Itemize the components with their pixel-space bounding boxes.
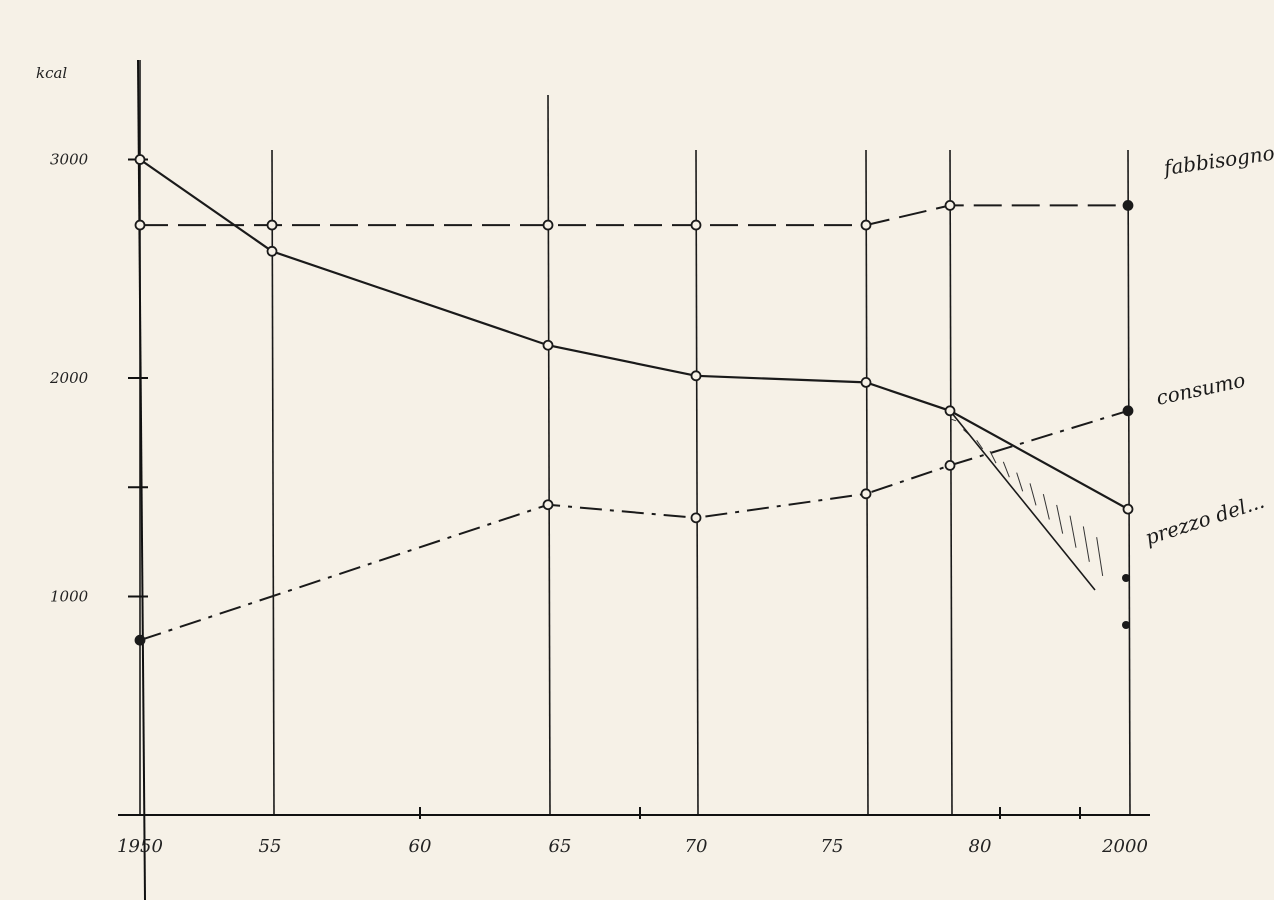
vertical-grid-line xyxy=(695,149,699,816)
y-axis-label: kcal xyxy=(36,64,67,82)
vertical-grid-line xyxy=(271,149,275,816)
series-line-disponibilità xyxy=(139,158,1129,511)
data-point-disponibilità xyxy=(266,245,278,257)
series-annotation: consumo xyxy=(1154,368,1247,410)
y-tick-label: 3000 xyxy=(50,151,89,169)
data-point-consumo xyxy=(134,634,146,646)
axes xyxy=(118,59,1150,900)
vertical-grid-line xyxy=(547,94,551,816)
series-points xyxy=(134,154,1134,646)
hatch-stroke xyxy=(1056,504,1064,534)
data-point-fabbisogno xyxy=(1122,200,1134,211)
hatch-stroke xyxy=(976,440,984,450)
vertical-grid-line xyxy=(865,149,869,816)
y-tick-label: 1000 xyxy=(50,588,89,606)
x-tick-label: 80 xyxy=(969,836,992,857)
x-tick-label: 60 xyxy=(409,836,432,857)
data-point-disponibilità xyxy=(1122,503,1134,515)
series-line-fabbisogno xyxy=(140,204,1128,227)
data-point-fabbisogno xyxy=(542,219,554,231)
hatch-stroke xyxy=(949,418,957,422)
hatch-stroke xyxy=(1016,472,1024,492)
data-point-disponibilità xyxy=(134,154,146,165)
series-lines xyxy=(139,158,1129,642)
x-tick-label: 55 xyxy=(259,836,282,857)
vertical-grid-line xyxy=(1127,149,1131,816)
data-point-end xyxy=(1122,621,1130,629)
data-point-consumo xyxy=(690,512,702,524)
data-point-disponibilità xyxy=(690,370,702,382)
data-point-fabbisogno xyxy=(944,200,956,211)
hatch-stroke xyxy=(1029,483,1037,506)
data-point-fabbisogno xyxy=(266,219,278,231)
x-tick-label: 2000 xyxy=(1101,836,1148,857)
data-point-consumo xyxy=(1122,405,1134,417)
series-annotation: fabbisogno xyxy=(1160,141,1274,181)
y-tick-label: 2000 xyxy=(49,369,89,387)
x-tick-label: 75 xyxy=(821,836,844,857)
data-point-end xyxy=(1122,574,1130,582)
data-point-consumo xyxy=(944,460,956,471)
data-point-consumo xyxy=(860,488,872,500)
hatch-stroke xyxy=(1002,461,1010,478)
data-point-disponibilità xyxy=(860,376,872,388)
hatched-gap-area xyxy=(949,410,1104,591)
data-point-disponibilità xyxy=(542,339,554,351)
hatch-stroke xyxy=(1069,515,1077,548)
data-point-disponibilità xyxy=(944,405,956,417)
x-tick-label: 1950 xyxy=(117,836,163,857)
y-axis xyxy=(137,59,146,900)
series-annotation: prezzo del... xyxy=(1142,489,1267,550)
x-tick-label: 70 xyxy=(685,836,708,857)
data-point-consumo xyxy=(542,499,554,511)
x-tick-label: 65 xyxy=(549,836,572,857)
hatch-stroke xyxy=(1096,537,1104,576)
hatch-boundary xyxy=(949,410,1096,591)
data-point-fabbisogno xyxy=(860,219,872,231)
hatch-stroke xyxy=(989,450,997,464)
data-point-fabbisogno xyxy=(690,219,702,231)
data-point-fabbisogno xyxy=(134,219,146,231)
hatch-stroke xyxy=(1082,526,1090,562)
vertical-grid-line xyxy=(949,149,953,816)
grid-lines xyxy=(139,60,1131,816)
labels: 1000 2000 3000 kcal 1950 55 60 65 70 75 80 2000 fabb… xyxy=(36,64,1274,857)
hatch-stroke xyxy=(1042,494,1050,520)
